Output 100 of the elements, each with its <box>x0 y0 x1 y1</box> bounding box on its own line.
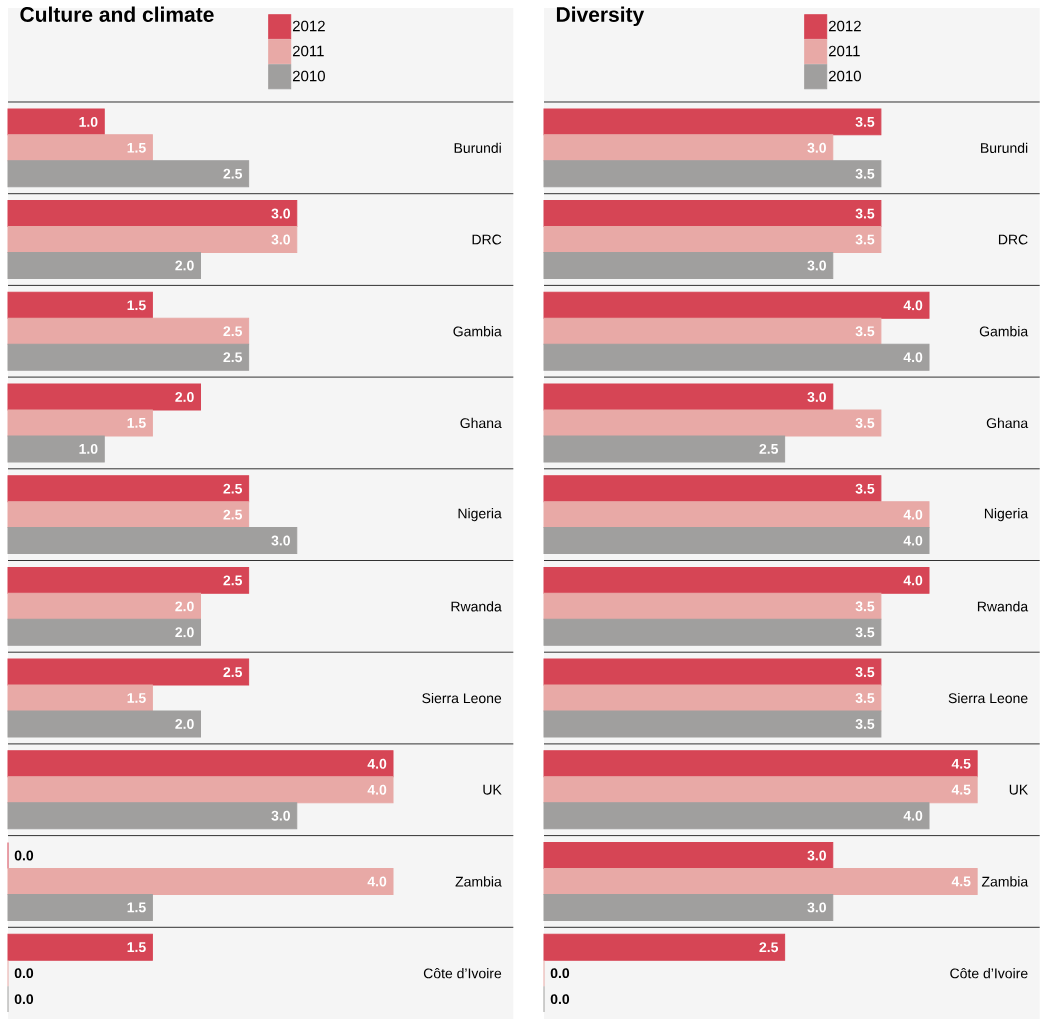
bar <box>543 108 882 136</box>
y-tick-label: Côte d’Ivoire <box>950 967 1028 979</box>
bar <box>7 291 153 319</box>
data-label: 3.5 <box>855 168 875 179</box>
bar <box>7 750 394 778</box>
bar <box>543 933 786 961</box>
y-tick-label: Sierra Leone <box>422 692 502 704</box>
bar <box>543 867 978 895</box>
bar <box>543 684 882 712</box>
legend-label: 2012 <box>292 20 325 32</box>
y-tick-label: DRC <box>998 234 1028 245</box>
legend-label: 2011 <box>292 45 324 57</box>
data-label: 2.5 <box>223 483 243 494</box>
bar <box>7 317 250 345</box>
data-label: 2.5 <box>223 168 243 179</box>
data-label: 3.5 <box>855 693 875 704</box>
data-label: 1.5 <box>127 142 146 153</box>
bar <box>7 409 153 437</box>
data-label: 1.5 <box>127 902 146 913</box>
data-label: 2.5 <box>759 942 779 953</box>
data-label: 0.0 <box>14 994 34 1005</box>
legend-label: 2010 <box>292 70 325 82</box>
bar <box>7 501 250 529</box>
data-label: 3.5 <box>855 667 875 678</box>
data-label: 0.0 <box>550 968 570 979</box>
chart-title: Culture and climate <box>20 6 214 22</box>
data-label: 2.5 <box>223 509 243 520</box>
data-label: 4.0 <box>903 352 923 363</box>
bar <box>543 383 834 411</box>
data-label: 3.5 <box>855 417 875 428</box>
data-label: 3.0 <box>271 810 290 821</box>
bar <box>7 435 105 463</box>
data-label: 1.5 <box>127 693 146 703</box>
bar <box>543 317 882 345</box>
data-label: 4.0 <box>903 575 923 586</box>
data-label: 3.5 <box>855 234 875 245</box>
data-label: 4.0 <box>367 758 387 769</box>
bar <box>543 776 978 804</box>
bar <box>543 501 930 529</box>
data-label: 2.5 <box>223 352 243 363</box>
data-label: 3.5 <box>855 326 875 337</box>
data-label: 3.5 <box>855 208 875 219</box>
y-tick-label: Gambia <box>453 326 502 337</box>
data-label: 3.0 <box>271 208 290 219</box>
bar <box>543 842 834 869</box>
chart-title: Diversity <box>556 6 645 27</box>
y-tick-label: DRC <box>472 234 502 245</box>
data-label: 3.0 <box>807 850 826 861</box>
data-label: 2.0 <box>175 627 194 638</box>
y-tick-label: UK <box>483 784 502 795</box>
bar <box>543 252 834 279</box>
data-label: 3.0 <box>807 902 826 913</box>
bar <box>543 750 978 778</box>
bar <box>7 108 105 136</box>
data-label: 1.5 <box>127 418 146 428</box>
bar <box>7 226 298 254</box>
y-tick-label: Burundi <box>454 142 501 153</box>
data-label: 0.0 <box>14 968 34 979</box>
bar <box>7 252 202 279</box>
data-label: 2.0 <box>175 719 194 729</box>
data-label: 3.0 <box>807 392 826 402</box>
data-label: 4.0 <box>903 535 923 546</box>
bar <box>7 566 250 594</box>
data-label: 2.5 <box>759 443 779 454</box>
data-label: 3.5 <box>855 627 875 638</box>
bar <box>7 527 298 555</box>
bar <box>7 618 202 646</box>
bar <box>543 343 930 371</box>
data-label: 2.5 <box>223 326 243 337</box>
bar <box>543 475 882 503</box>
bar <box>543 226 882 254</box>
bar <box>543 200 882 228</box>
y-tick-label: UK <box>1009 784 1029 795</box>
data-label: 3.0 <box>271 234 290 245</box>
bar <box>7 592 202 620</box>
data-label: 3.5 <box>855 116 875 127</box>
data-label: 0.0 <box>550 994 570 1005</box>
bar <box>7 658 250 686</box>
y-tick-label: Zambia <box>455 876 502 887</box>
y-tick-label: Rwanda <box>977 601 1029 612</box>
bar <box>7 710 202 738</box>
data-label: 4.5 <box>951 758 971 769</box>
bar <box>543 291 930 319</box>
bar <box>7 343 250 371</box>
data-label: 1.0 <box>79 443 98 454</box>
bar <box>7 893 153 921</box>
data-label: 4.0 <box>367 784 387 795</box>
bar <box>543 566 930 594</box>
data-label: 3.5 <box>855 719 875 729</box>
bar <box>7 776 394 804</box>
data-label: 4.5 <box>951 784 971 795</box>
bar <box>7 867 394 895</box>
y-tick-label: Côte d’Ivoire <box>423 967 502 979</box>
data-label: 3.5 <box>855 601 875 612</box>
data-label: 3.0 <box>807 260 826 271</box>
data-label: 3.5 <box>855 483 875 494</box>
y-tick-label: Nigeria <box>458 508 502 522</box>
bar <box>543 160 882 188</box>
data-label: 1.5 <box>127 300 146 311</box>
y-tick-label: Nigeria <box>984 508 1029 522</box>
